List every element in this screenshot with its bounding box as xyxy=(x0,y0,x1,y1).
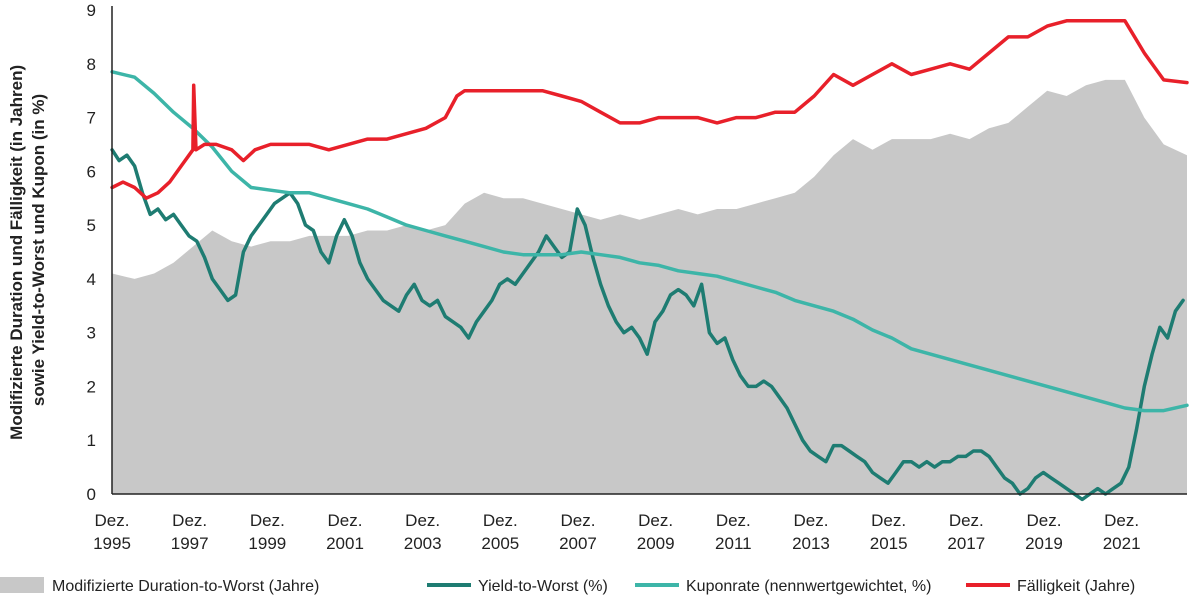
x-tick-label: Dez. 2001 xyxy=(326,511,364,553)
x-tick-label: Dez. 2013 xyxy=(792,511,830,553)
series-line-maturity xyxy=(110,19,1189,200)
x-tick-label: Dez. 2003 xyxy=(404,511,442,553)
x-tick-label: Dez. 2015 xyxy=(870,511,908,553)
x-tick-label: Dez. 2021 xyxy=(1103,511,1141,553)
x-tick-label: Dez. 1999 xyxy=(248,511,286,553)
legend-label: Modifizierte Duration-to-Worst (Jahre) xyxy=(52,578,319,595)
y-tick-label: 1 xyxy=(87,431,96,450)
y-tick-label: 9 xyxy=(87,1,96,20)
legend-item-yield: Yield-to-Worst (%) xyxy=(427,578,608,595)
x-tick-label: Dez. 1995 xyxy=(93,511,131,553)
x-tick-label: Dez. 1997 xyxy=(171,511,209,553)
line-layer xyxy=(110,19,1189,502)
legend-item-coupon: Kuponrate (nennwertgewichtet, %) xyxy=(635,578,931,595)
y-tick-labels: 0 1 2 3 4 5 6 7 8 9 xyxy=(87,1,96,504)
area-layer xyxy=(112,79,1188,495)
axes-layer xyxy=(111,6,1187,495)
y-axis-label-line-2: sowie Yield-to-Worst und Kupon (in %) xyxy=(29,94,48,406)
y-tick-label: 6 xyxy=(87,162,96,181)
x-tick-labels: Dez. 1995 Dez. 1997 Dez. 1999 Dez. 2001 Dez. 2003… xyxy=(93,511,1140,553)
legend-item-maturity: Fälligkeit (Jahre) xyxy=(966,578,1135,595)
x-tick-label: Dez. 2017 xyxy=(947,511,985,553)
legend-item-duration: Modifizierte Duration-to-Worst (Jahre) xyxy=(0,577,319,595)
y-tick-label: 7 xyxy=(87,109,96,128)
x-tick-label: Dez. 2019 xyxy=(1025,511,1063,553)
series-line-coupon xyxy=(110,70,1189,413)
y-tick-label: 4 xyxy=(87,270,96,289)
x-tick-label: Dez. 2011 xyxy=(715,511,752,553)
y-axis-label-line-1: Modifizierte Duration und Fälligkeit (in… xyxy=(7,65,26,440)
y-tick-label: 3 xyxy=(87,324,96,343)
y-tick-label: 5 xyxy=(87,216,96,235)
legend-label: Fälligkeit (Jahre) xyxy=(1017,578,1135,595)
y-tick-label: 0 xyxy=(87,485,96,504)
y-axis-label: Modifizierte Duration und Fälligkeit (in… xyxy=(7,60,48,440)
legend-label: Yield-to-Worst (%) xyxy=(478,578,608,595)
x-tick-label: Dez. 2007 xyxy=(559,511,597,553)
legend-label: Kuponrate (nennwertgewichtet, %) xyxy=(686,578,931,595)
y-tick-label: 8 xyxy=(87,55,96,74)
x-tick-label: Dez. 2005 xyxy=(481,511,519,553)
y-tick-label: 2 xyxy=(87,377,96,396)
legend: Modifizierte Duration-to-Worst (Jahre) Yi… xyxy=(0,577,1135,595)
legend-swatch xyxy=(0,577,44,593)
series-area-duration xyxy=(112,79,1188,495)
x-tick-label: Dez. 2009 xyxy=(637,511,675,553)
